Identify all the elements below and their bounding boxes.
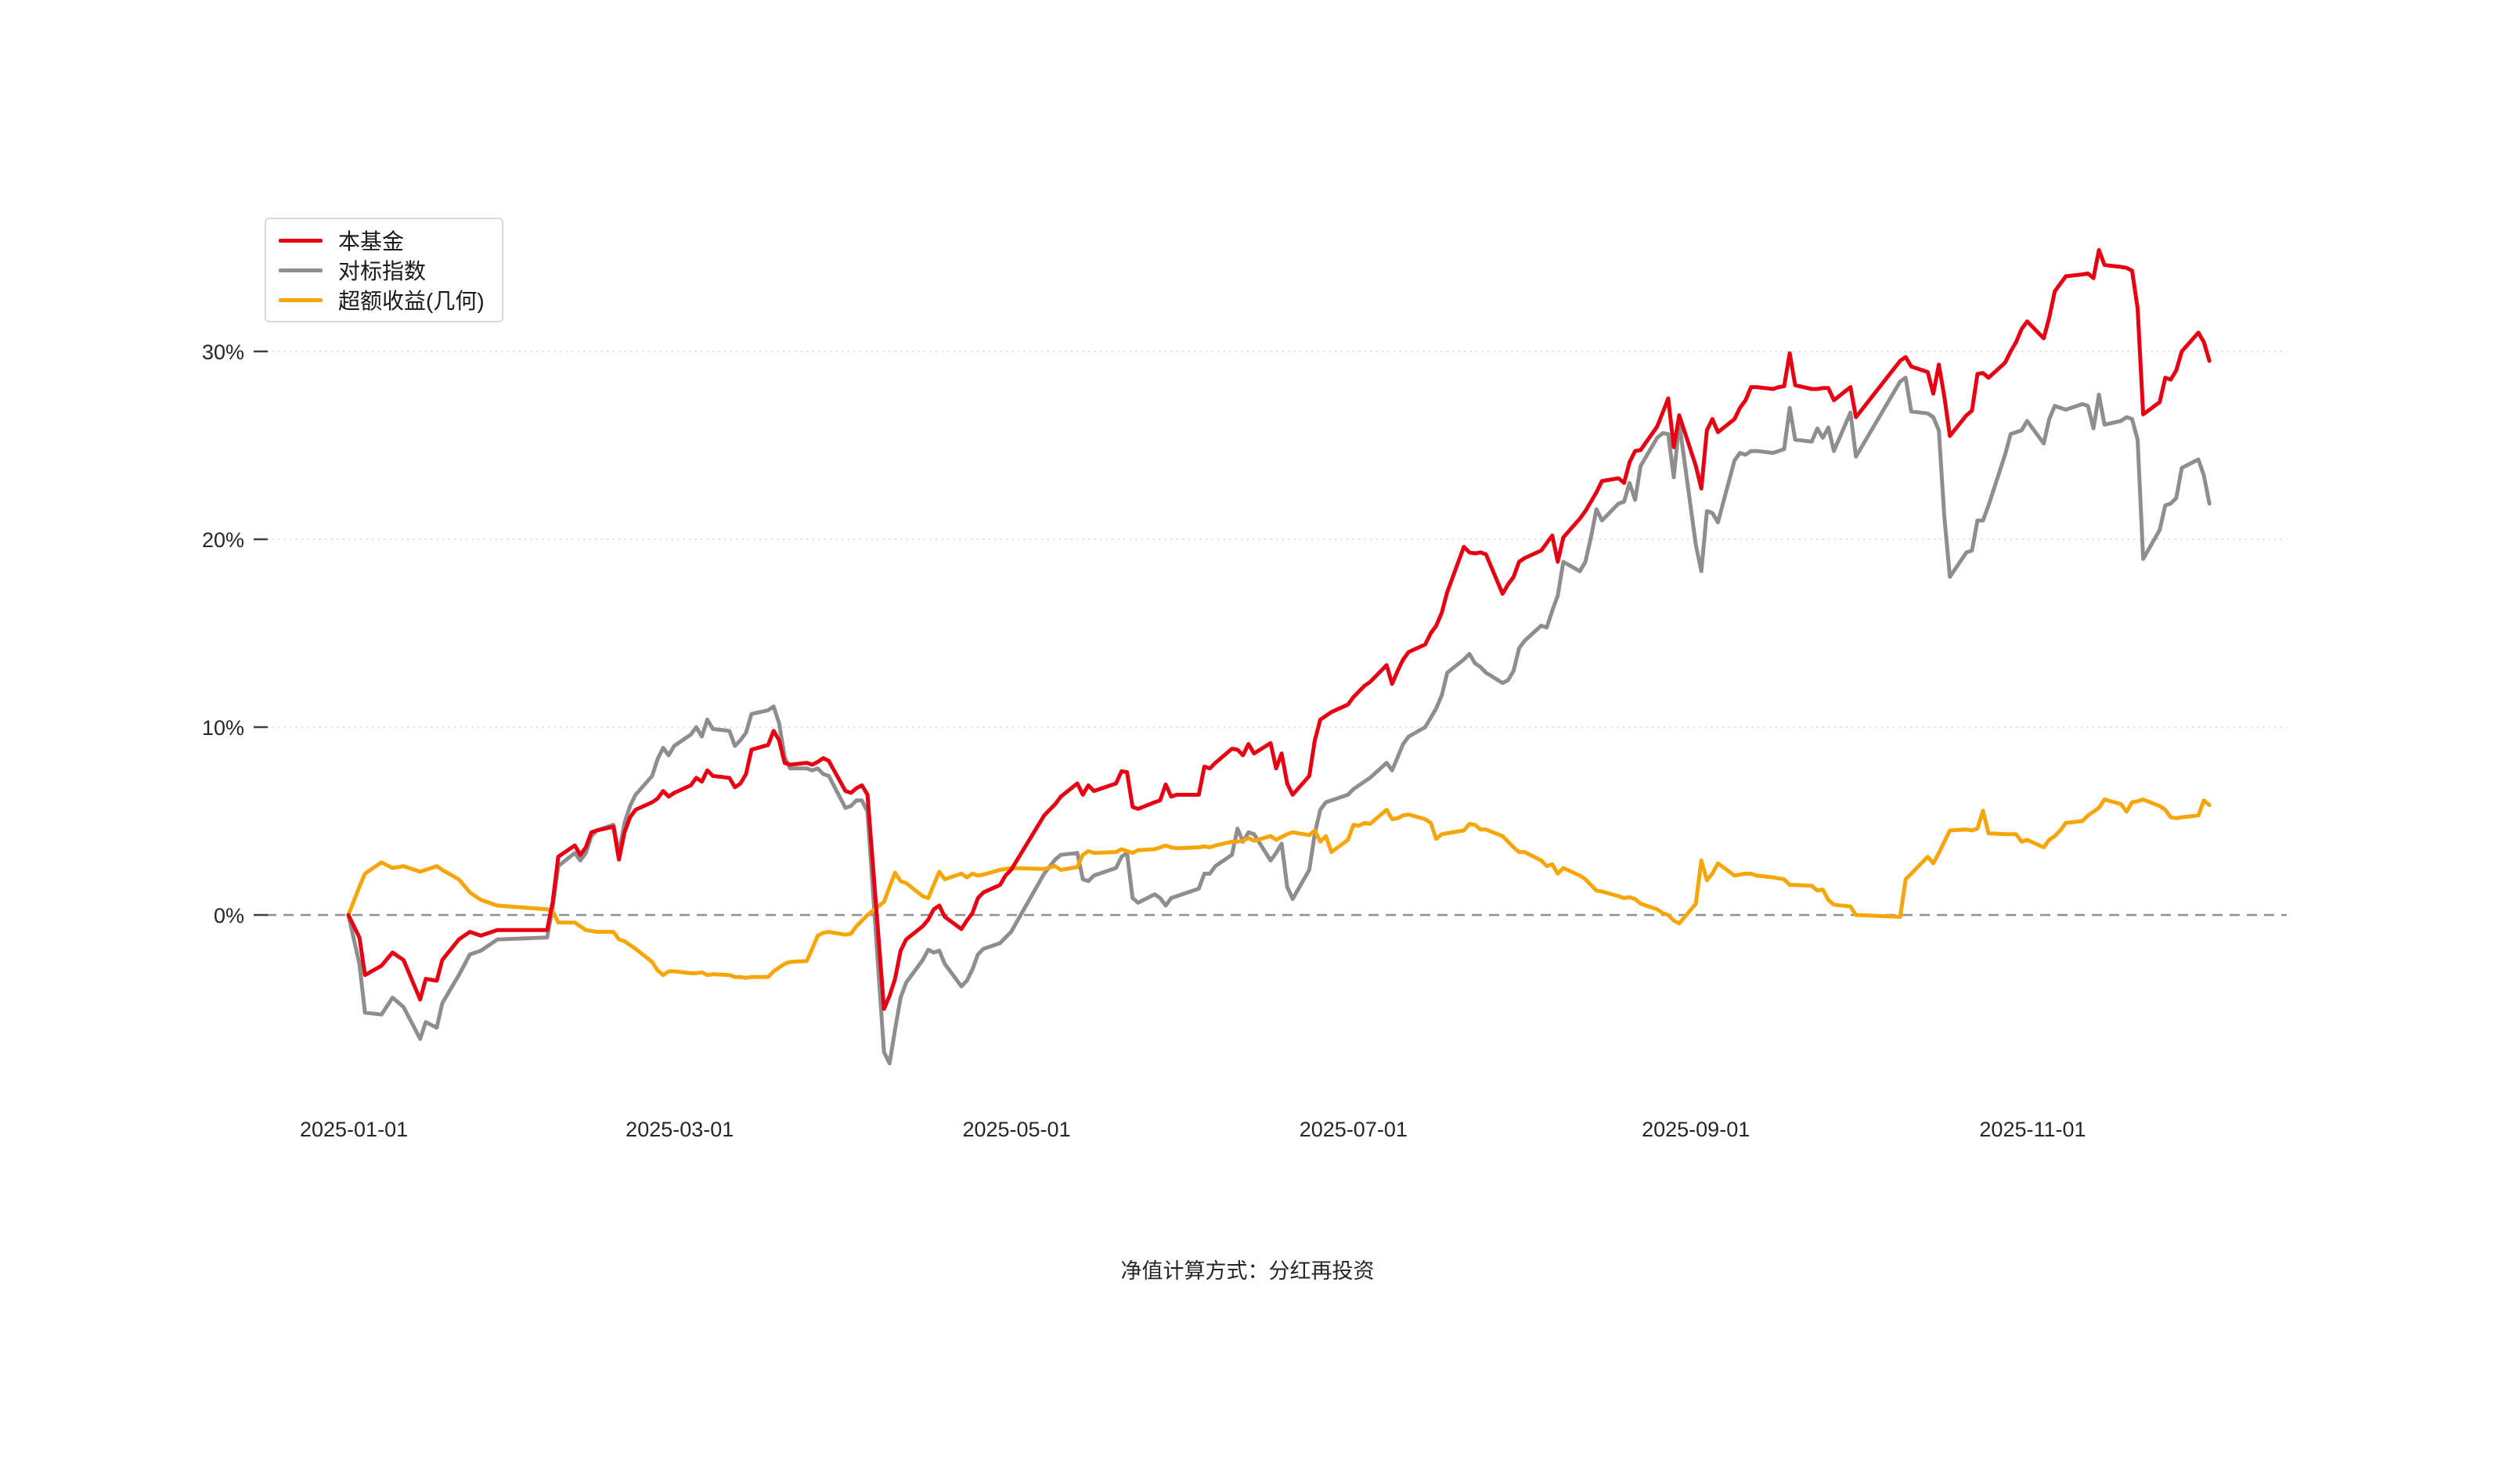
excess-line-swatch-icon bbox=[279, 297, 323, 302]
x-axis-tick-label: 2025-07-01 bbox=[1300, 1118, 1408, 1141]
series-line-fund[interactable] bbox=[346, 247, 2212, 1011]
legend-item-label: 本基金 bbox=[338, 229, 405, 254]
x-axis-tick-label: 2025-01-01 bbox=[300, 1118, 408, 1141]
benchmark-line-swatch-icon bbox=[279, 268, 323, 272]
y-axis-tick-label: 0% bbox=[214, 904, 244, 928]
nav-calculation-caption: 净值计算方式：分红再投资 bbox=[1120, 1259, 1375, 1283]
series-line-benchmark-index[interactable] bbox=[346, 376, 2212, 1066]
x-axis-tick-label: 2025-03-01 bbox=[626, 1118, 734, 1141]
y-axis-tick-label: 10% bbox=[202, 716, 244, 740]
series-line-excess-return[interactable] bbox=[346, 797, 2212, 980]
x-axis-tick-label: 2025-09-01 bbox=[1642, 1118, 1750, 1141]
legend-item-benchmark-index[interactable]: 对标指数 bbox=[279, 258, 485, 283]
x-axis-tick-label: 2025-11-01 bbox=[1979, 1118, 2086, 1141]
y-axis-tick-label: 30% bbox=[202, 340, 244, 364]
legend-item-fund[interactable]: 本基金 bbox=[279, 229, 485, 254]
legend-item-label: 超额收益(几何) bbox=[338, 289, 485, 313]
legend: 本基金 对标指数 超额收益(几何) bbox=[265, 218, 503, 322]
legend-item-excess-return[interactable]: 超额收益(几何) bbox=[279, 288, 485, 313]
y-axis-tick-label: 20% bbox=[202, 528, 244, 552]
x-axis-tick-label: 2025-05-01 bbox=[962, 1118, 1070, 1141]
legend-item-label: 对标指数 bbox=[338, 259, 427, 283]
fund-line-swatch-icon bbox=[279, 238, 323, 243]
